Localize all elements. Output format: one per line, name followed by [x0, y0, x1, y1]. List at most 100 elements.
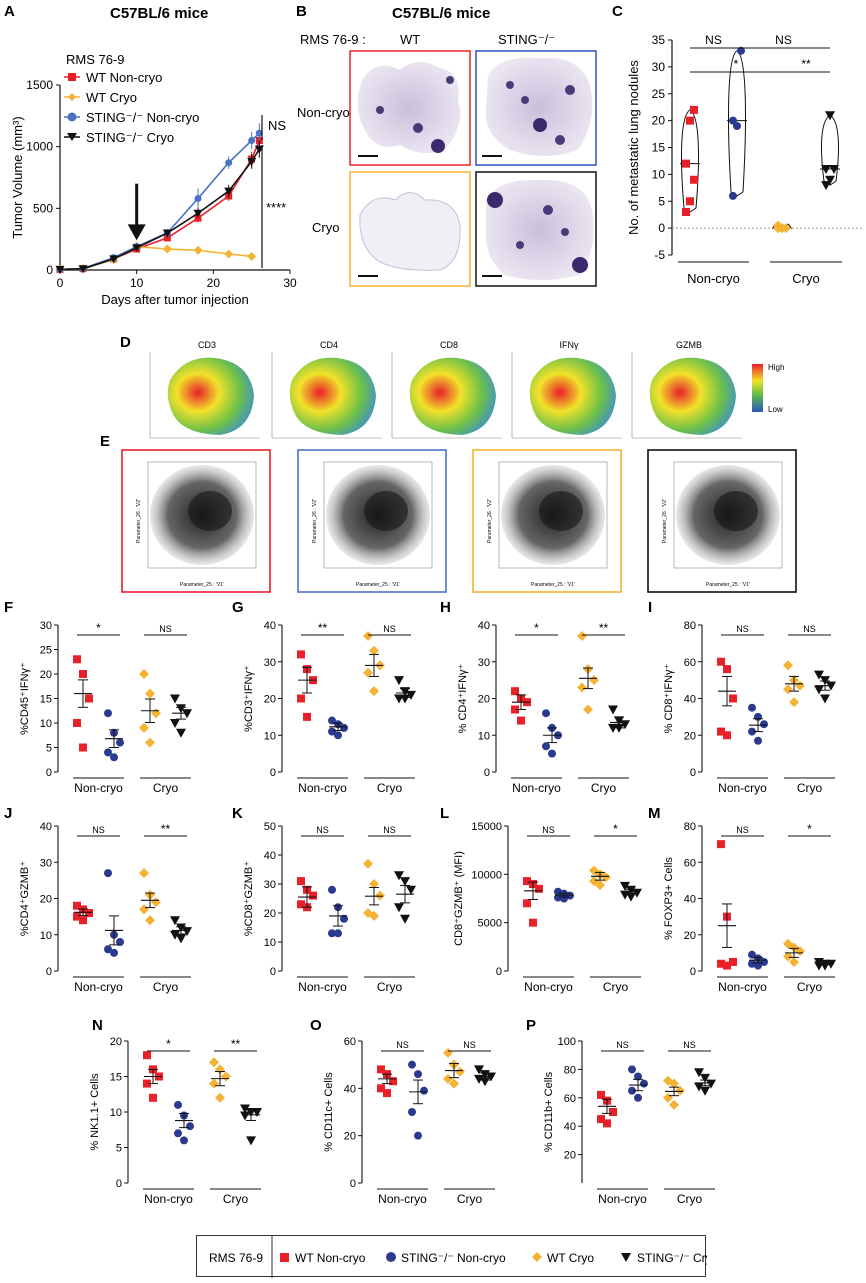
- panelE-plot-area: [498, 461, 608, 569]
- panelE-density-core: [364, 491, 408, 531]
- panelN-point: [246, 1136, 256, 1146]
- panelC-point: [821, 181, 831, 191]
- panelC-ylabel: No. of metastatic lung nodules: [626, 60, 641, 235]
- panelD-tsne-blob: [529, 357, 616, 435]
- bottom-legend-marker-sting-noncryo: [386, 1252, 396, 1262]
- panelJ-ytick-label: 40: [40, 821, 52, 833]
- panelK-group-label: Non-cryo: [298, 980, 347, 994]
- panelF-group-label: Cryo: [153, 781, 179, 795]
- panelA-title: C57BL/6 mice: [110, 5, 208, 22]
- panelN-point: [180, 1136, 188, 1145]
- panelG-sig-label: NS: [383, 624, 396, 634]
- panelM-group-label: Non-cryo: [718, 980, 767, 994]
- panelN-point: [143, 1079, 151, 1088]
- panelJ-point: [176, 934, 186, 944]
- panelP-ytick-label: 80: [564, 1064, 576, 1076]
- panelM-point: [748, 959, 756, 968]
- panelC-ytick-label: 0: [658, 221, 665, 235]
- panelH-point: [577, 682, 587, 693]
- panelG-point: [303, 712, 311, 721]
- panelJ-ytick-label: 20: [40, 894, 52, 906]
- panelA-ytick-label: 500: [33, 201, 53, 215]
- histology-sting-noncryo: [475, 50, 597, 166]
- panelP-point: [634, 1093, 642, 1102]
- panelG-group-label: Cryo: [377, 781, 403, 795]
- panelH-point: [511, 687, 519, 696]
- panelO-point: [383, 1089, 391, 1098]
- panelG-point: [363, 667, 373, 678]
- panelF-ytick-label: 15: [40, 694, 52, 706]
- panelO-plot: 0 20 40 60 % CD11c+ Cells NS NS Non-cryo Cryo: [323, 1036, 496, 1206]
- panelJ-point: [170, 930, 180, 940]
- panelN-point: [240, 1111, 250, 1121]
- panelN-point: [143, 1051, 151, 1060]
- panelO-point: [389, 1077, 397, 1086]
- panelP-point: [640, 1079, 648, 1088]
- panelO-point: [474, 1065, 484, 1075]
- panelO-point: [455, 1066, 465, 1077]
- panelA-legend-item-3: STING⁻/⁻ Cryo: [86, 130, 174, 145]
- panelI-ytick-label: 0: [690, 767, 696, 779]
- panelD-tsne-maps: CD3 CD4 CD8 IFNγ GZMB: [149, 340, 742, 439]
- panelK-point: [297, 877, 305, 886]
- panelE-plot-area: [323, 461, 433, 569]
- panelD-tsne-blob: [649, 357, 736, 435]
- panelM-ytick-label: 60: [684, 857, 696, 869]
- panelC-point: [682, 208, 690, 216]
- panelO-ytick-label: 40: [344, 1083, 356, 1095]
- panelI-point: [754, 736, 762, 745]
- panelC-sig-label: **: [801, 57, 811, 71]
- panelE-axis-x: Parameter_25 : 'V1': [706, 582, 750, 588]
- panelC-ytick-label: 20: [652, 114, 666, 128]
- panelO-point: [449, 1078, 459, 1089]
- panelL-point: [560, 894, 568, 903]
- panelI-sig-label: NS: [736, 624, 749, 634]
- panelN-point: [221, 1071, 231, 1082]
- panelD-marker-label: CD4: [320, 340, 338, 350]
- panelK-ytick-label: 20: [264, 908, 276, 920]
- bottom-legend-svg: RMS 76-9 WT Non-cryo STING⁻/⁻ Non-cryo W…: [209, 1236, 719, 1278]
- panel-label-G: G: [232, 599, 244, 616]
- panelI-point: [783, 660, 793, 671]
- panelB-col-sting: STING⁻/⁻: [498, 32, 555, 47]
- panelA-point: [162, 244, 172, 254]
- panelA-point: [224, 187, 234, 196]
- panelK-point: [334, 929, 342, 938]
- panelJ-point: [85, 909, 93, 917]
- panelK-point: [328, 885, 336, 894]
- panelG-ylabel: %CD3⁺IFNγ⁺: [243, 665, 255, 732]
- panelL-point: [595, 879, 605, 890]
- panelG-ytick-label: 30: [264, 657, 276, 669]
- panelE-axis-y: Parameter_26 : 'V2': [662, 499, 668, 543]
- panelA-xlabel: Days after tumor injection: [101, 292, 248, 307]
- panelF-point: [104, 748, 112, 757]
- panelO-point: [377, 1084, 385, 1093]
- panel-label-O: O: [310, 1017, 322, 1034]
- panelI-point: [760, 720, 768, 729]
- panelJ-point: [170, 916, 180, 926]
- panelA-xtick-label: 30: [283, 276, 297, 290]
- panelK-point: [363, 858, 373, 869]
- panelK-point: [369, 910, 379, 921]
- panelK-sig-label: NS: [383, 825, 396, 835]
- panelC-sig-label: *: [734, 57, 739, 71]
- panelJ-point: [73, 901, 81, 910]
- panelI-point: [717, 727, 725, 736]
- panelN-ytick-label: 5: [116, 1143, 122, 1155]
- panelN-point: [209, 1078, 219, 1089]
- panelF-point: [104, 709, 112, 718]
- panelN-group-label: Cryo: [223, 1192, 249, 1206]
- panelG-point: [394, 676, 404, 686]
- panelA-point: [224, 249, 234, 259]
- panelB-row-noncryo: Non-cryo: [297, 105, 350, 120]
- panel-label-P: P: [526, 1017, 536, 1034]
- panelA-point: [78, 265, 88, 274]
- panelM-ylabel: % FOXP3+ Cells: [663, 857, 675, 940]
- panelJ-point: [79, 916, 87, 925]
- panelA-ytick-label: 1500: [26, 78, 53, 92]
- panelP-point: [669, 1099, 679, 1110]
- panelA-arrow-head: [127, 224, 146, 241]
- panelH-ylabel: % CD4⁺IFNγ⁺: [457, 663, 469, 733]
- panelC-ytick-label: 30: [652, 60, 666, 74]
- panelL-group-label: Cryo: [603, 980, 629, 994]
